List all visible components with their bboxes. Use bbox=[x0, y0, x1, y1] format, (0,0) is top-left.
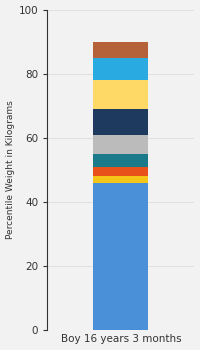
Bar bbox=[93, 109, 148, 135]
Bar bbox=[93, 167, 148, 176]
Bar bbox=[93, 42, 148, 58]
Bar bbox=[93, 154, 148, 167]
Y-axis label: Percentile Weight in Kilograms: Percentile Weight in Kilograms bbox=[6, 100, 15, 239]
Bar bbox=[93, 80, 148, 109]
Bar bbox=[93, 58, 148, 80]
Bar bbox=[93, 135, 148, 154]
Bar bbox=[93, 176, 148, 183]
Bar bbox=[93, 183, 148, 330]
